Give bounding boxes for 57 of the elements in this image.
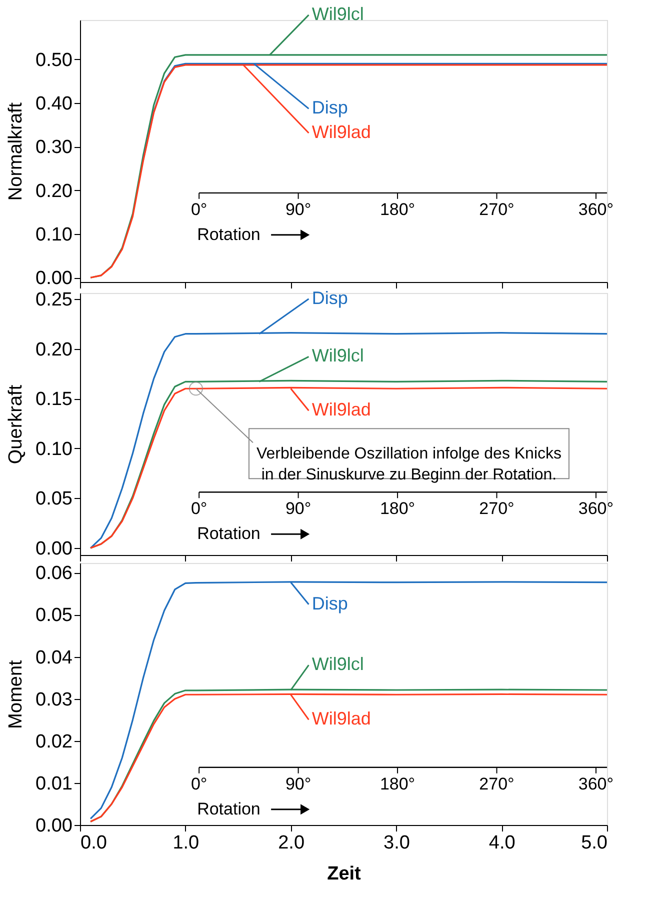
y-tick-label: 0.10 bbox=[36, 224, 72, 246]
y-tick-label: 0.01 bbox=[36, 773, 72, 794]
y-axis-title: Normalkraft bbox=[6, 102, 27, 201]
y-tick-label: 0.02 bbox=[36, 731, 72, 752]
y-tick-label: 0.00 bbox=[36, 816, 72, 836]
x2-tick-label: 180° bbox=[380, 200, 416, 219]
x2-tick-label: 180° bbox=[380, 774, 416, 794]
y-tick-label: 0.20 bbox=[36, 180, 72, 202]
annotation: Verbleibende Oszillation infolge des Knicks in der Sinuskurve zu Beginn der Rotation. bbox=[256, 446, 562, 484]
series-label: Disp bbox=[312, 593, 348, 614]
x2-axis-title: Rotation bbox=[197, 799, 260, 818]
y-tick-label: 0.10 bbox=[36, 438, 72, 460]
y-tick-label: 0.20 bbox=[36, 339, 72, 360]
x2-tick-label: 180° bbox=[380, 499, 416, 518]
y-tick-label: 0.05 bbox=[36, 605, 72, 626]
x2-tick-label: 270° bbox=[479, 774, 514, 794]
y-axis-title: Querkraft bbox=[6, 384, 27, 464]
legend-label: Wil9lad bbox=[312, 708, 371, 729]
series-label: Disp bbox=[312, 288, 348, 308]
y-tick-label: 0.06 bbox=[36, 563, 72, 584]
x-axis-title: Zeit bbox=[327, 864, 362, 884]
x-tick-label: 3.0 bbox=[383, 832, 410, 854]
y-tick-label: 0.30 bbox=[36, 137, 72, 158]
x2-tick-label: 90° bbox=[285, 774, 312, 794]
x2-tick-label: 0° bbox=[190, 774, 208, 794]
x-tick-label: 0.0 bbox=[80, 832, 107, 854]
x-tick-label: 1.0 bbox=[172, 832, 200, 854]
y-tick-label: 0.05 bbox=[36, 488, 72, 510]
y-tick-label: 0.25 bbox=[36, 289, 72, 310]
y-tick-label: 0.00 bbox=[36, 538, 72, 560]
legend-label: Wil9lad bbox=[312, 400, 371, 420]
x2-tick-label: 0° bbox=[190, 499, 208, 518]
x-tick-label: 5.0 bbox=[581, 832, 608, 854]
series-label: Wil9lcl bbox=[312, 654, 364, 674]
x2-tick-label: 360° bbox=[578, 499, 614, 518]
y-tick-label: 0.40 bbox=[36, 93, 72, 114]
series-label: Disp bbox=[312, 98, 348, 118]
x2-axis-title: Rotation bbox=[197, 224, 260, 244]
series-label: Wil9lcl bbox=[312, 4, 364, 24]
x-tick-label: 2.0 bbox=[278, 832, 305, 854]
y-tick-label: 0.04 bbox=[36, 647, 73, 668]
y-axis-title: Moment bbox=[6, 659, 27, 729]
x2-tick-label: 90° bbox=[285, 499, 312, 518]
y-tick-label: 0.03 bbox=[36, 689, 72, 710]
x2-tick-label: 0° bbox=[190, 200, 208, 219]
x2-tick-label: 360° bbox=[578, 774, 614, 794]
x-tick-label: 4.0 bbox=[488, 832, 516, 854]
y-tick-label: 0.50 bbox=[36, 50, 72, 71]
x2-tick-label: 270° bbox=[479, 200, 514, 219]
text: Wil9lad bbox=[312, 122, 371, 142]
x2-tick-label: 360° bbox=[578, 200, 614, 219]
x2-tick-label: 270° bbox=[479, 499, 514, 518]
y-tick-label: 0.15 bbox=[36, 389, 72, 410]
series-label: Wil9lcl bbox=[312, 346, 364, 366]
x2-tick-label: 90° bbox=[285, 200, 312, 219]
x2-axis-title: Rotation bbox=[197, 524, 260, 544]
y-tick-label: 0.00 bbox=[36, 268, 72, 290]
